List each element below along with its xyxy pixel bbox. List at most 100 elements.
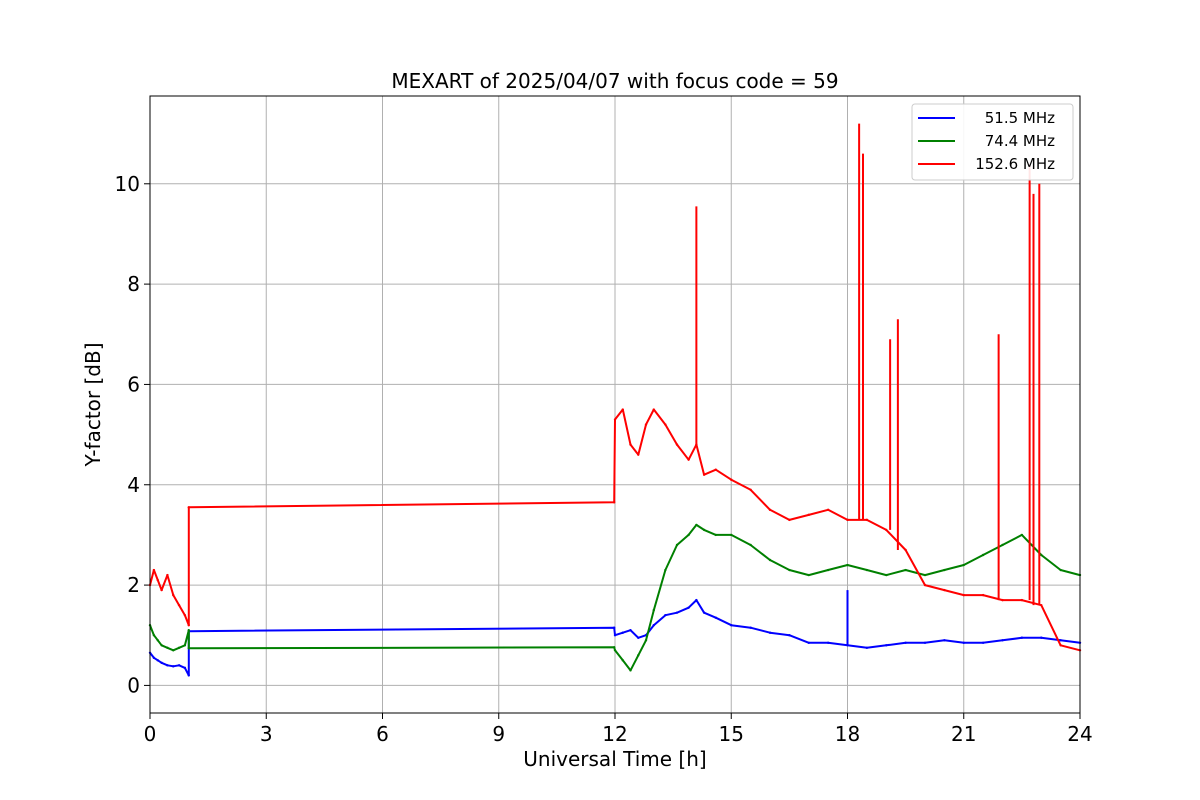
data-point [695,598,698,602]
x-tick-label: 15 [719,722,744,746]
data-point [788,518,791,522]
data-point [749,626,752,629]
data-point [166,573,169,577]
data-point [981,553,985,557]
data-point [172,665,175,668]
data-point [768,558,772,562]
data-point [1020,533,1024,537]
x-tick-label: 12 [602,722,627,746]
data-point [637,453,640,456]
data-point [807,573,810,577]
data-point [730,624,733,627]
data-point [172,649,175,652]
data-point [152,634,156,637]
data-point [885,573,888,577]
data-point [1020,636,1024,639]
x-tick-label: 3 [260,722,273,746]
data-point [183,644,187,647]
data-point [613,418,617,421]
data-point [152,568,156,572]
data-point [152,656,156,660]
data-point [807,641,810,644]
data-point [664,613,667,617]
data-point [865,568,869,572]
y-axis-label: Y-factor [dB] [81,342,105,467]
data-point [187,629,190,632]
data-point [187,506,190,509]
data-point [687,458,690,461]
data-point [826,568,830,572]
data-point [621,659,624,662]
data-point [695,523,698,527]
data-point [962,641,965,644]
data-point [629,629,632,632]
data-point [943,639,946,642]
y-tick-label: 2 [127,573,140,597]
data-point [730,533,733,537]
data-point [621,631,624,634]
y-tick-label: 4 [127,473,140,497]
y-axis-ticks: 0 2 4 6 8 10 [115,172,150,697]
data-point [675,443,679,446]
data-point [1040,636,1043,639]
data-point [644,423,648,426]
data-point [943,588,946,592]
data-point [749,488,752,491]
data-point [923,583,927,587]
data-point [664,423,667,426]
data-point [664,568,667,572]
data-point [1040,603,1043,607]
data-point [904,568,907,572]
data-point [613,501,616,504]
data-point [788,634,791,637]
data-point [160,661,163,665]
x-axis-label: Universal Time [h] [523,747,706,771]
data-point [637,636,640,639]
data-point [846,518,849,522]
data-point [1001,598,1004,602]
data-point [702,528,706,532]
legend: 51.5 MHz 74.4 MHz 152.6 MHz [911,103,1074,181]
data-point [768,631,772,634]
data-point [1059,644,1062,647]
data-point [183,613,187,617]
data-point [687,533,690,537]
data-point [981,641,985,644]
data-point [675,543,679,547]
data-point [652,608,655,612]
data-point [904,548,907,552]
data-point [177,664,181,667]
data-point [885,528,888,532]
data-point [923,641,927,644]
data-point [675,611,679,614]
data-point [788,568,791,572]
x-tick-label: 18 [835,722,860,746]
data-point [1059,639,1062,642]
data-point [160,588,163,592]
data-point [187,674,190,677]
data-point [826,508,830,512]
y-tick-label: 0 [127,673,140,697]
data-point [865,518,869,522]
data-point [177,646,181,649]
data-point [183,666,187,670]
data-point [1059,568,1062,572]
plot-frame [149,95,1081,714]
data-point [652,624,655,627]
data-point [826,641,830,644]
data-point [714,468,717,471]
data-point [613,646,616,649]
data-point [962,593,965,597]
data-point [156,659,159,662]
data-point [629,443,632,446]
data-point [187,624,190,627]
data-point [687,606,690,609]
data-point [807,513,810,517]
x-tick-label: 6 [376,722,389,746]
legend-label: 51.5 MHz [985,109,1055,127]
data-point [1001,543,1004,547]
data-point [613,634,617,637]
series-line-152-6-mhz [149,408,1081,652]
data-point [943,568,946,572]
